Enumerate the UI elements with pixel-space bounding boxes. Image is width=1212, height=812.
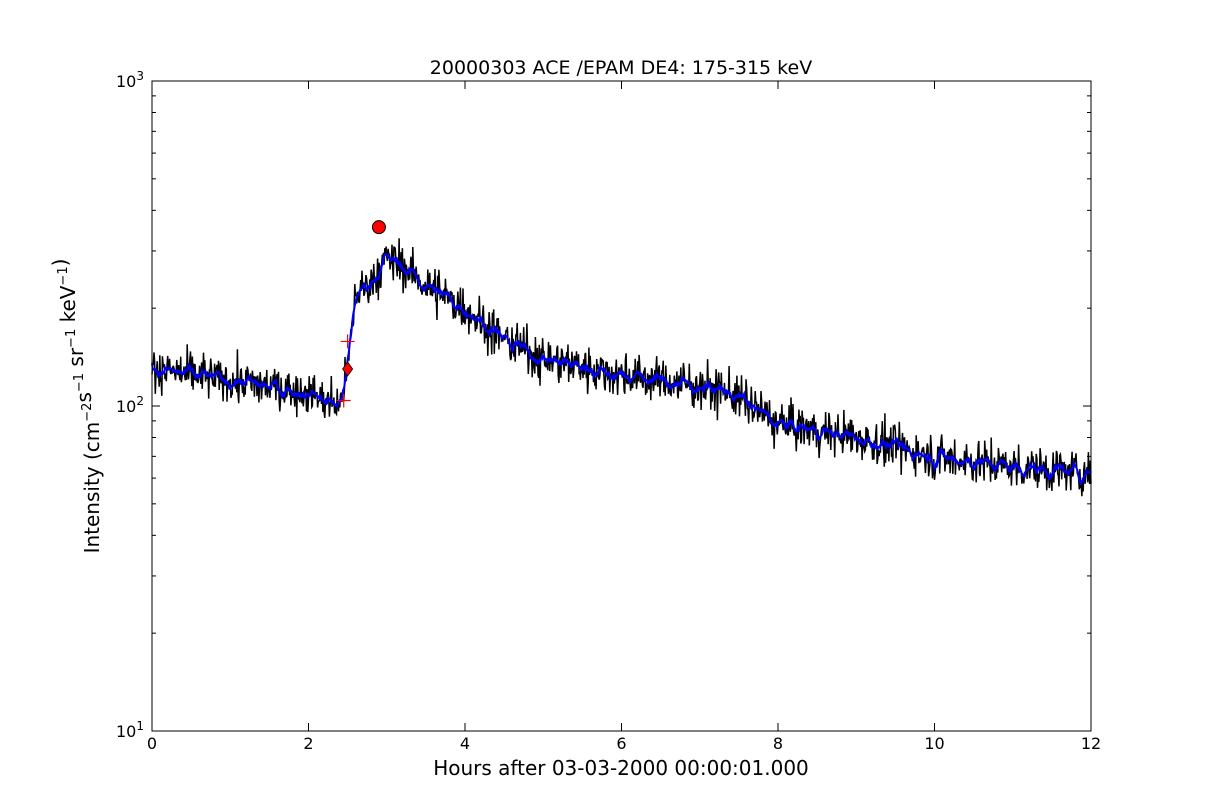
plus-marker-3: [336, 393, 351, 408]
y-axis-label: Intensity (cm−2s−1 sr−1 keV−1): [48, 259, 104, 554]
y-tick-label-100: 102: [116, 394, 144, 416]
x-tick-label-2: 2: [303, 734, 313, 753]
x-tick-label-12: 12: [1081, 734, 1101, 753]
x-axis-label: Hours after 03-03-2000 00:00:01.000: [433, 756, 809, 780]
x-tick-label-6: 6: [616, 734, 626, 753]
onset-diamond-marker: [342, 361, 354, 377]
plot-layer: [151, 220, 1092, 497]
x-tick-label-8: 8: [773, 734, 783, 753]
x-tick-label-10: 10: [924, 734, 944, 753]
x-tick-label-0: 0: [147, 734, 157, 753]
x-tick-label-4: 4: [460, 734, 470, 753]
series-raw-line: [151, 238, 1092, 497]
plot-frame: [151, 80, 1092, 732]
y-tick-label-1000: 103: [116, 69, 144, 91]
chart-title: 20000303 ACE /EPAM DE4: 175-315 keV: [430, 57, 812, 79]
y-tick-label-10: 101: [116, 719, 144, 741]
plus-marker-2: [340, 334, 355, 349]
series-smoothed-line: [151, 253, 1092, 486]
peak-circle-marker: [371, 220, 386, 235]
